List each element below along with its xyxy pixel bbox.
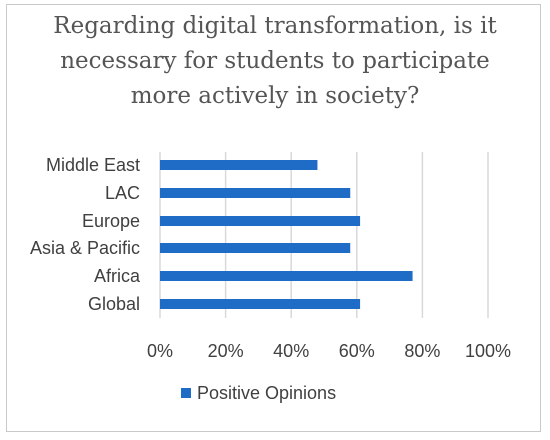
chart-frame xyxy=(6,4,541,432)
x-tick-label: 80% xyxy=(404,341,440,361)
bar xyxy=(160,188,351,198)
x-tick-label: 40% xyxy=(273,341,309,361)
x-tick-label: 20% xyxy=(208,341,244,361)
legend: Positive Opinions xyxy=(181,383,336,403)
category-label: Middle East xyxy=(46,155,140,175)
x-tick-label: 60% xyxy=(339,341,375,361)
x-tick-label: 0% xyxy=(147,341,173,361)
chart-title-line: Regarding digital transformation, is it xyxy=(53,13,497,39)
chart-title-line: more actively in society? xyxy=(131,83,420,109)
category-labels: Global Africa Asia & Pacific Europe LAC Middl… xyxy=(30,155,141,314)
bar xyxy=(160,243,351,253)
chart-title-line: necessary for students to participate xyxy=(60,48,490,74)
x-tick-label: 100% xyxy=(465,341,511,361)
category-label: LAC xyxy=(105,183,140,203)
gridlines xyxy=(159,152,489,318)
category-label: Europe xyxy=(82,211,140,231)
x-tick-labels: 0% 20% 40% 60% 80% 100% xyxy=(147,341,511,361)
category-label: Global xyxy=(88,294,140,314)
category-label: Africa xyxy=(94,266,141,286)
category-label: Asia & Pacific xyxy=(30,238,140,258)
chart-title: Regarding digital transformation, is it n… xyxy=(53,13,497,109)
bar xyxy=(160,160,318,170)
legend-swatch xyxy=(181,388,191,398)
bar xyxy=(160,216,361,226)
bar xyxy=(160,299,361,309)
bars xyxy=(160,160,413,309)
bar xyxy=(160,271,413,281)
legend-label: Positive Opinions xyxy=(197,383,336,403)
